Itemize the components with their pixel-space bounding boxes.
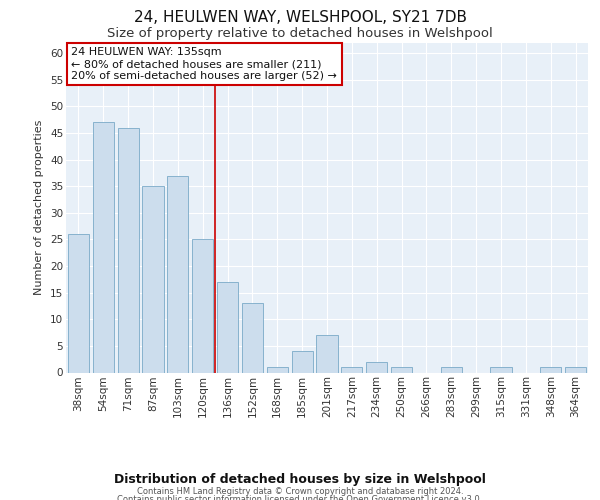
Bar	[167, 176, 188, 372]
Text: Size of property relative to detached houses in Welshpool: Size of property relative to detached ho…	[107, 28, 493, 40]
Bar	[391, 367, 412, 372]
Bar	[118, 128, 139, 372]
Bar	[565, 367, 586, 372]
Bar	[192, 240, 213, 372]
Bar	[68, 234, 89, 372]
Bar	[441, 367, 462, 372]
Text: 24, HEULWEN WAY, WELSHPOOL, SY21 7DB: 24, HEULWEN WAY, WELSHPOOL, SY21 7DB	[133, 10, 467, 25]
Text: Contains public sector information licensed under the Open Government Licence v3: Contains public sector information licen…	[118, 495, 482, 500]
Bar	[267, 367, 288, 372]
Bar	[242, 304, 263, 372]
Bar	[366, 362, 387, 372]
Bar	[490, 367, 512, 372]
Text: 24 HEULWEN WAY: 135sqm
← 80% of detached houses are smaller (211)
20% of semi-de: 24 HEULWEN WAY: 135sqm ← 80% of detached…	[71, 48, 337, 80]
Bar	[316, 335, 338, 372]
Bar	[142, 186, 164, 372]
Bar	[217, 282, 238, 372]
Bar	[292, 351, 313, 372]
Bar	[93, 122, 114, 372]
Text: Distribution of detached houses by size in Welshpool: Distribution of detached houses by size …	[114, 472, 486, 486]
Bar	[341, 367, 362, 372]
Bar	[540, 367, 561, 372]
Y-axis label: Number of detached properties: Number of detached properties	[34, 120, 44, 295]
Text: Contains HM Land Registry data © Crown copyright and database right 2024.: Contains HM Land Registry data © Crown c…	[137, 488, 463, 496]
